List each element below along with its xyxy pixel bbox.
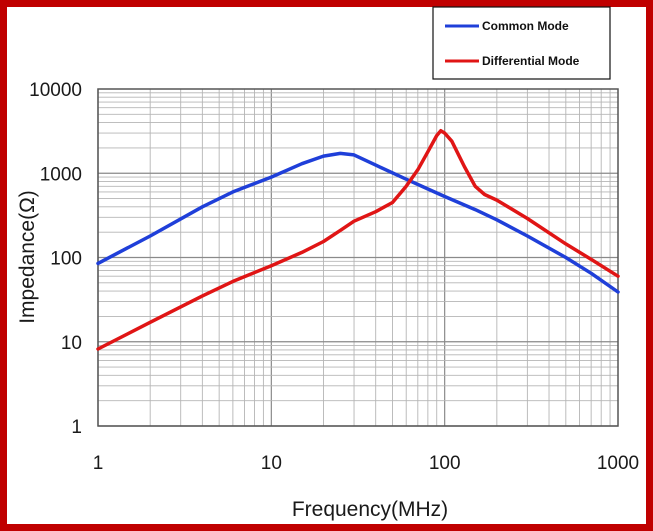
series-line-common-mode: [96, 151, 620, 294]
y-tick-label: 100: [50, 249, 82, 270]
x-tick-label: 1000: [597, 453, 639, 474]
series-lines: [96, 128, 620, 351]
grid-lines: [97, 89, 618, 427]
y-axis-title: Impedance(Ω): [16, 190, 39, 324]
legend-label-common-mode: Common Mode: [482, 19, 569, 33]
x-tick-label: 1: [93, 453, 104, 474]
x-tick-label: 100: [429, 453, 461, 474]
y-tick-label: 1: [71, 417, 82, 438]
tick-labels: 1 10 100 1000 1 10 100 1000 10000: [29, 80, 639, 474]
legend-label-differential-mode: Differential Mode: [482, 54, 580, 68]
plot-area-border: [97, 88, 619, 427]
y-tick-label: 10000: [29, 80, 82, 101]
legend-box: [432, 6, 611, 80]
x-axis-title: Frequency(MHz): [292, 498, 448, 521]
y-tick-label: 10: [61, 333, 82, 354]
series-line-differential-mode: [96, 128, 620, 351]
x-tick-label: 10: [261, 453, 282, 474]
y-tick-label: 1000: [40, 164, 82, 185]
legend: Common Mode Differential Mode: [432, 6, 611, 80]
